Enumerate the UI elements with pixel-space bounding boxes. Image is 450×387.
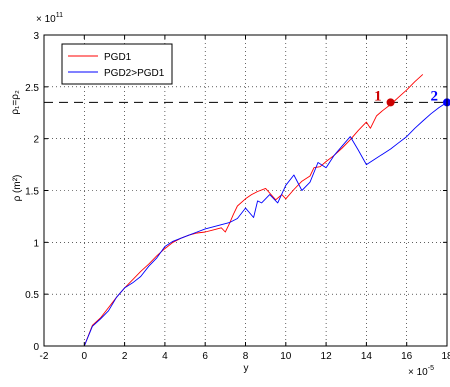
x-exponent-label: × 10-5 bbox=[408, 365, 434, 378]
x-tick-label: 8 bbox=[243, 351, 249, 362]
y-tick-label: 1 bbox=[33, 238, 39, 249]
y-tick-label: 2.5 bbox=[25, 83, 39, 94]
y-tick-label: 0.5 bbox=[25, 290, 39, 301]
legend: PGD1 PGD2>PGD1 bbox=[61, 43, 173, 85]
legend-entry-pgd2: PGD2>PGD1 bbox=[104, 68, 165, 79]
reference-line-label: ρ₁=ρ₂ bbox=[10, 90, 21, 115]
x-tick-label: 2 bbox=[122, 351, 128, 362]
x-tick-label: 10 bbox=[280, 351, 292, 362]
x-exponent-power: -5 bbox=[428, 365, 434, 372]
x-exponent-base: × 10 bbox=[408, 367, 428, 378]
y-axis-title: ρ (m²) bbox=[12, 175, 23, 202]
y-exponent-label: × 1011 bbox=[36, 12, 63, 25]
y-tick-label: 1.5 bbox=[25, 187, 39, 198]
x-tick-label: -2 bbox=[40, 351, 49, 362]
x-tick-label: 12 bbox=[321, 351, 333, 362]
series-layer bbox=[83, 74, 448, 347]
plot-area bbox=[44, 35, 447, 346]
y-exponent-power: 11 bbox=[56, 12, 63, 19]
marker-label-1: 1 bbox=[374, 88, 382, 104]
x-axis-title: y bbox=[244, 363, 249, 374]
x-tick-label: 6 bbox=[202, 351, 208, 362]
marker-point-1 bbox=[386, 98, 395, 107]
series-line-pgd1 bbox=[83, 74, 424, 347]
y-tick-label: 0 bbox=[33, 342, 39, 353]
y-exponent-base: × 10 bbox=[36, 14, 56, 25]
y-tick-label: 3 bbox=[33, 31, 39, 42]
marker-label-2: 2 bbox=[431, 88, 439, 104]
x-tick-label: 14 bbox=[361, 351, 373, 362]
series-line-pgd2 bbox=[83, 102, 448, 347]
legend-entry-pgd1: PGD1 bbox=[104, 52, 132, 63]
y-tick-label: 2 bbox=[33, 135, 39, 146]
legend-box bbox=[61, 43, 173, 85]
x-tick-label: 18 bbox=[441, 351, 450, 362]
x-tick-label: 4 bbox=[162, 351, 168, 362]
x-tick-label: 16 bbox=[401, 351, 413, 362]
x-tick-label: 0 bbox=[82, 351, 88, 362]
